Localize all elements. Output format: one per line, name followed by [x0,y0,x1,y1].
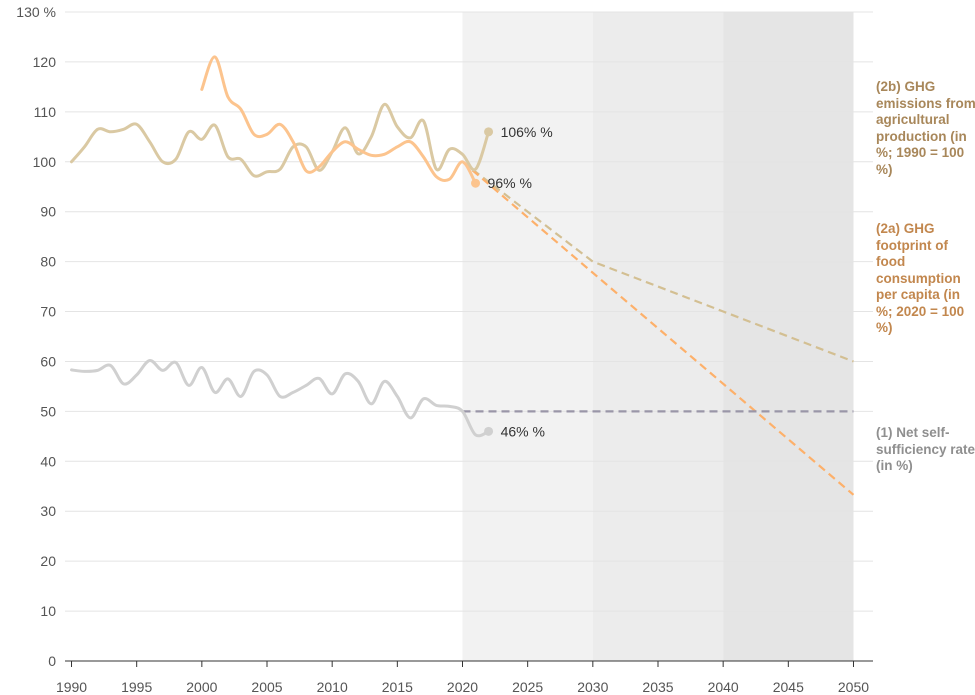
y-tick-label-120: 120 [33,54,57,70]
projection-line-1 [461,160,855,496]
series-end-label-2: 46% % [501,423,545,439]
x-axis: 1990 1995 2000 2005 2010 2015 2020 2025 2030 2035… [56,660,873,695]
x-tick-label-2010: 2010 [317,679,348,695]
y-tick-label-40: 40 [40,453,56,469]
x-tick-label-2035: 2035 [642,679,673,695]
x-tick-label-1995: 1995 [121,679,152,695]
x-tick-label-2050: 2050 [838,679,869,695]
y-tick-label-30: 30 [40,503,56,519]
y-tick-label-50: 50 [40,403,56,419]
series-end-label-0: 106% % [501,124,553,140]
legend-label-net-self-sufficiency: (1) Net self-sufficiency rate (in %) [876,425,975,473]
projection-lines [461,160,855,496]
projection-band-2 [723,12,854,661]
x-tick-label-2020: 2020 [447,679,478,695]
series-end-label-1: 96% % [488,175,532,191]
x-tick-label-1990: 1990 [56,679,87,695]
x-tick-label-2040: 2040 [708,679,739,695]
x-tick-label-2005: 2005 [251,679,282,695]
y-tick-label-60: 60 [40,353,56,369]
projection-band-0 [462,12,593,661]
y-tick-label-100: 100 [33,154,57,170]
y-tick-label-90: 90 [40,204,56,220]
series-line-2 [70,359,491,438]
x-tick-label-2000: 2000 [186,679,217,695]
series-line-0 [70,102,491,178]
x-tick-label-2030: 2030 [577,679,608,695]
series-end-point-0 [484,127,494,137]
y-tick-label-80: 80 [40,254,56,270]
projection-band-1 [592,12,724,661]
series-end-points: 106% % 96% % 46% % [471,124,553,439]
y-tick-label-20: 20 [40,553,56,569]
series-end-point-1 [471,178,481,188]
y-tick-label-110: 110 [34,104,57,120]
x-tick-label-2015: 2015 [382,679,413,695]
y-axis-tick-labels: 0 10 20 30 40 50 60 70 80 90 100 110 120 130 % [16,4,56,669]
y-tick-label-70: 70 [40,304,56,320]
y-tick-label-130: 130 % [16,4,56,20]
projection-bands [462,12,854,661]
legend-label-ghg-agricultural-production: (2b) GHG emissions from agricultural pro… [876,79,975,177]
series-end-point-2 [484,426,494,436]
series-lines [70,55,491,438]
y-tick-label-10: 10 [40,603,56,619]
series-line-1 [200,55,477,185]
y-tick-label-0: 0 [48,653,56,669]
projection-line-0 [461,160,854,363]
x-tick-label-2025: 2025 [512,679,543,695]
x-tick-label-2045: 2045 [773,679,804,695]
legend-label-ghg-food-consumption: (2a) GHG footprint of food consumption p… [876,221,965,335]
